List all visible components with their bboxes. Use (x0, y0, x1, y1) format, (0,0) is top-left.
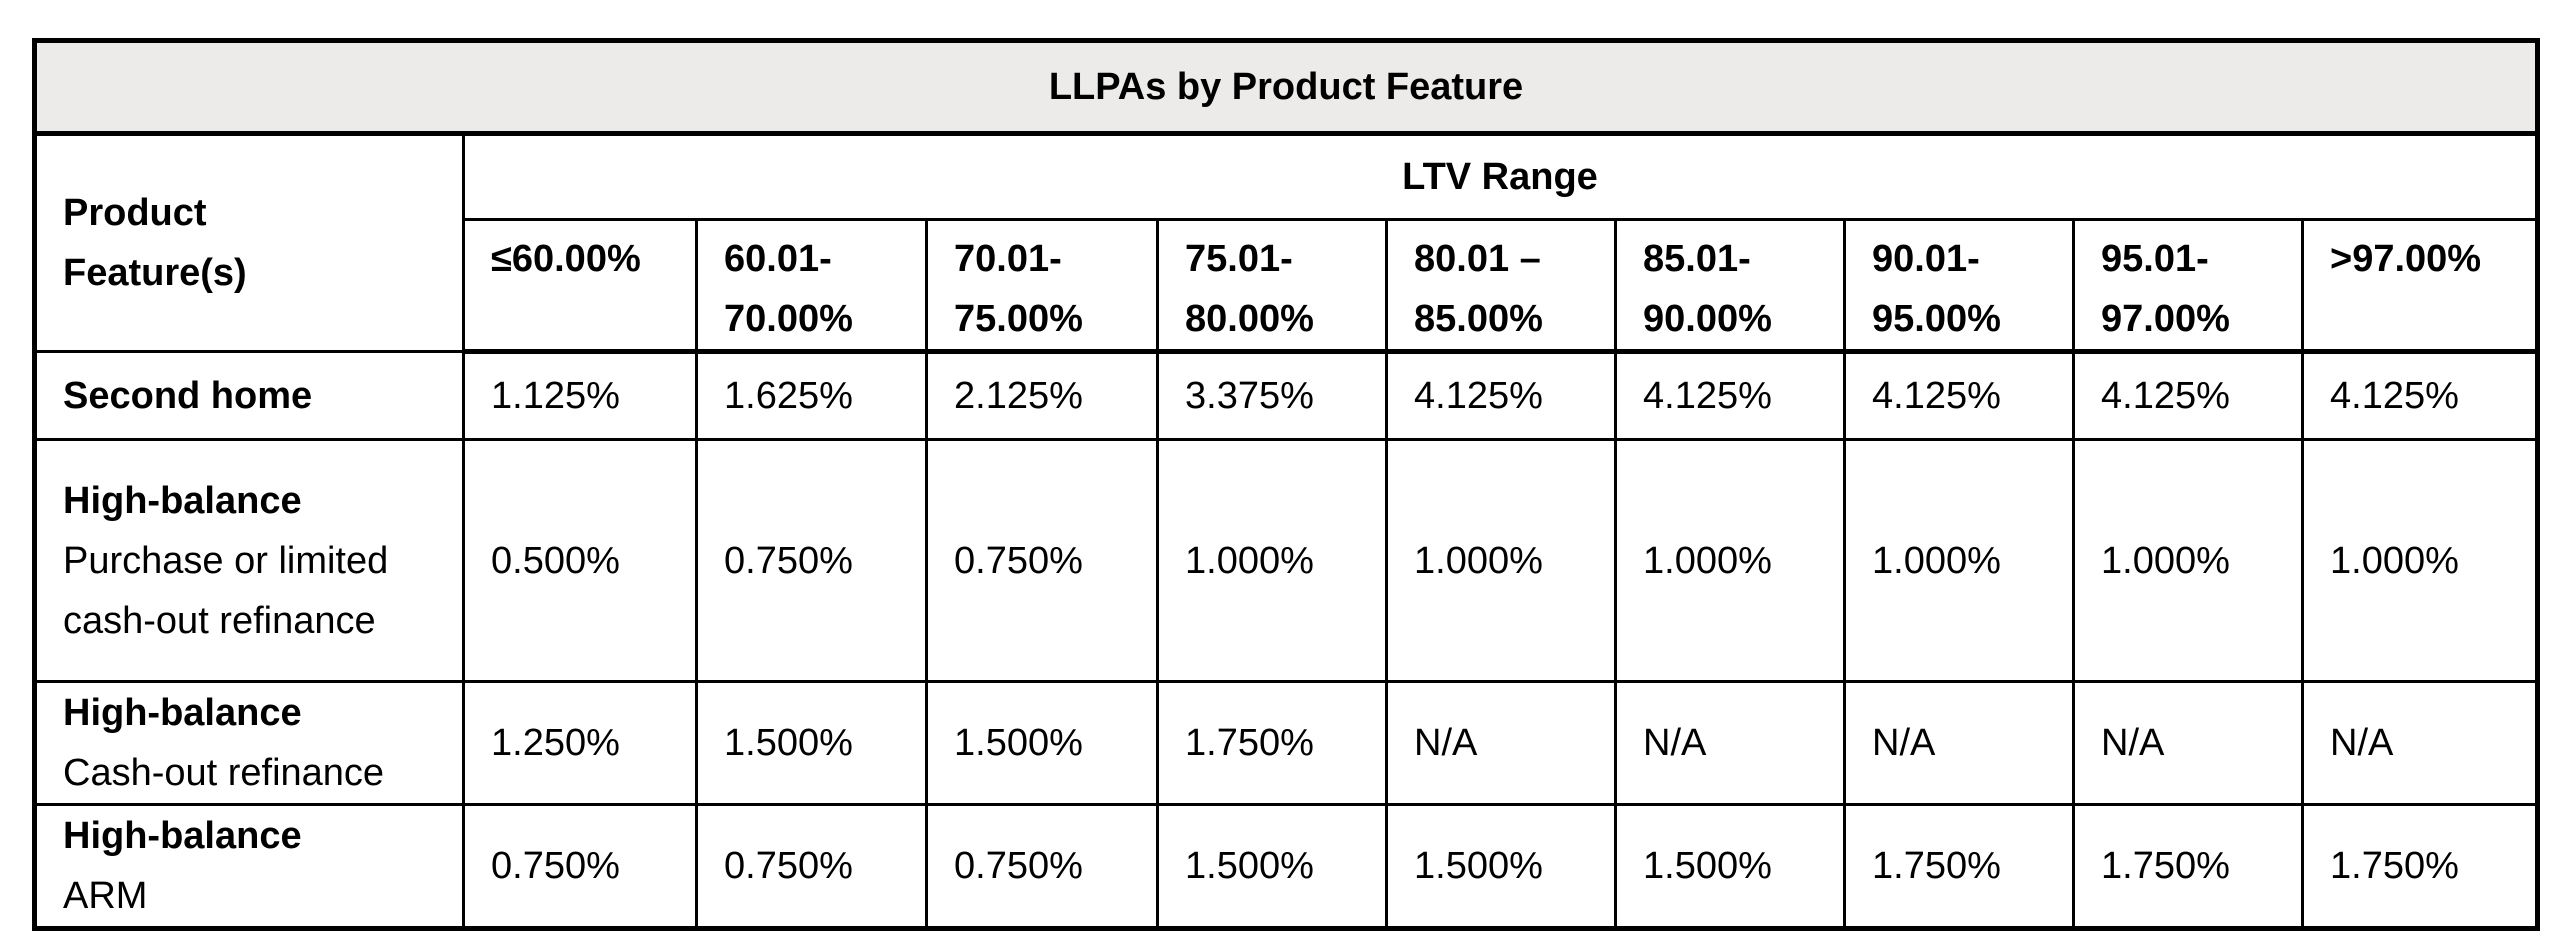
feature-cell: High-balance Purchase or limited cash-out… (33, 438, 465, 683)
llpa-value-cell: 4.125% (1843, 350, 2075, 441)
ltv-column-header: 95.01-97.00% (2072, 218, 2304, 354)
table-row: High-balance Purchase or limited cash-out… (33, 438, 2539, 683)
ltv-column-header: ≤60.00% (462, 218, 698, 354)
llpa-value-cell: 4.125% (1614, 350, 1846, 441)
ltv-column-header: 80.01 – 85.00% (1385, 218, 1617, 354)
feature-cell: High-balance Cash-out refinance (33, 680, 465, 806)
feature-name: High-balance (63, 692, 302, 734)
llpa-value-cell: 1.000% (1385, 438, 1617, 683)
ltv-column-header: 90.01-95.00% (1843, 218, 2075, 354)
llpa-value-cell: N/A (1614, 680, 1846, 806)
llpa-value-cell: 1.750% (2301, 803, 2539, 930)
llpa-value-cell: 1.000% (1614, 438, 1846, 683)
table-title: LLPAs by Product Feature (33, 39, 2539, 136)
feature-detail: ARM (63, 875, 148, 917)
llpa-value-cell: 1.000% (1156, 438, 1388, 683)
feature-header: Product Feature(s) (33, 132, 465, 353)
llpa-value-cell: 0.750% (462, 803, 698, 930)
llpa-value-cell: 0.750% (695, 438, 928, 683)
llpa-value-cell: N/A (1385, 680, 1617, 806)
llpa-value-cell: 1.500% (1156, 803, 1388, 930)
llpa-value-cell: 1.500% (695, 680, 928, 806)
ltv-range-header: LTV Range (462, 132, 2539, 221)
ltv-column-header: 70.01-75.00% (925, 218, 1159, 354)
ltv-column-header: 60.01-70.00% (695, 218, 928, 354)
ltv-column-header: 85.01-90.00% (1614, 218, 1846, 354)
table-row: Second home 1.125% 1.625% 2.125% 3.375% 4.125… (33, 350, 2539, 441)
table-row: High-balance Cash-out refinance 1.250% 1.50… (33, 680, 2539, 806)
llpa-value-cell: 1.500% (925, 680, 1159, 806)
llpa-value-cell: 1.000% (1843, 438, 2075, 683)
llpa-value-cell: 0.500% (462, 438, 698, 683)
ltv-column-header: >97.00% (2301, 218, 2539, 354)
feature-detail: Cash-out refinance (63, 752, 385, 794)
feature-name: High-balance (63, 815, 302, 857)
feature-name: High-balance (63, 479, 302, 522)
llpa-value-cell: 4.125% (1385, 350, 1617, 441)
llpa-value-cell: N/A (2072, 680, 2304, 806)
feature-cell: Second home (33, 350, 465, 441)
ltv-column-header: 75.01-80.00% (1156, 218, 1388, 354)
feature-cell: High-balance ARM (33, 803, 465, 930)
llpa-value-cell: 1.750% (1156, 680, 1388, 806)
llpa-value-cell: 3.375% (1156, 350, 1388, 441)
llpa-value-cell: 1.000% (2301, 438, 2539, 683)
llpa-value-cell: 2.125% (925, 350, 1159, 441)
llpa-value-cell: N/A (1843, 680, 2075, 806)
llpa-value-cell: 0.750% (925, 438, 1159, 683)
llpa-value-cell: 1.000% (2072, 438, 2304, 683)
llpa-value-cell: 4.125% (2072, 350, 2304, 441)
llpa-value-cell: 1.750% (1843, 803, 2075, 930)
llpa-table: LLPAs by Product Feature Product Feature… (32, 38, 2540, 931)
table-row: High-balance ARM 0.750% 0.750% 0.750% 1.500% 1… (33, 803, 2539, 930)
llpa-value-cell: 0.750% (925, 803, 1159, 930)
llpa-value-cell: 1.250% (462, 680, 698, 806)
llpa-value-cell: 1.625% (695, 350, 928, 441)
llpa-value-cell: 1.500% (1385, 803, 1617, 930)
llpa-value-cell: 0.750% (695, 803, 928, 930)
llpa-value-cell: N/A (2301, 680, 2539, 806)
llpa-value-cell: 1.125% (462, 350, 698, 441)
llpa-value-cell: 1.500% (1614, 803, 1846, 930)
feature-name: Second home (63, 374, 313, 417)
feature-detail: Purchase or limited cash-out refinance (63, 539, 389, 642)
llpa-value-cell: 1.750% (2072, 803, 2304, 930)
llpa-value-cell: 4.125% (2301, 350, 2539, 441)
